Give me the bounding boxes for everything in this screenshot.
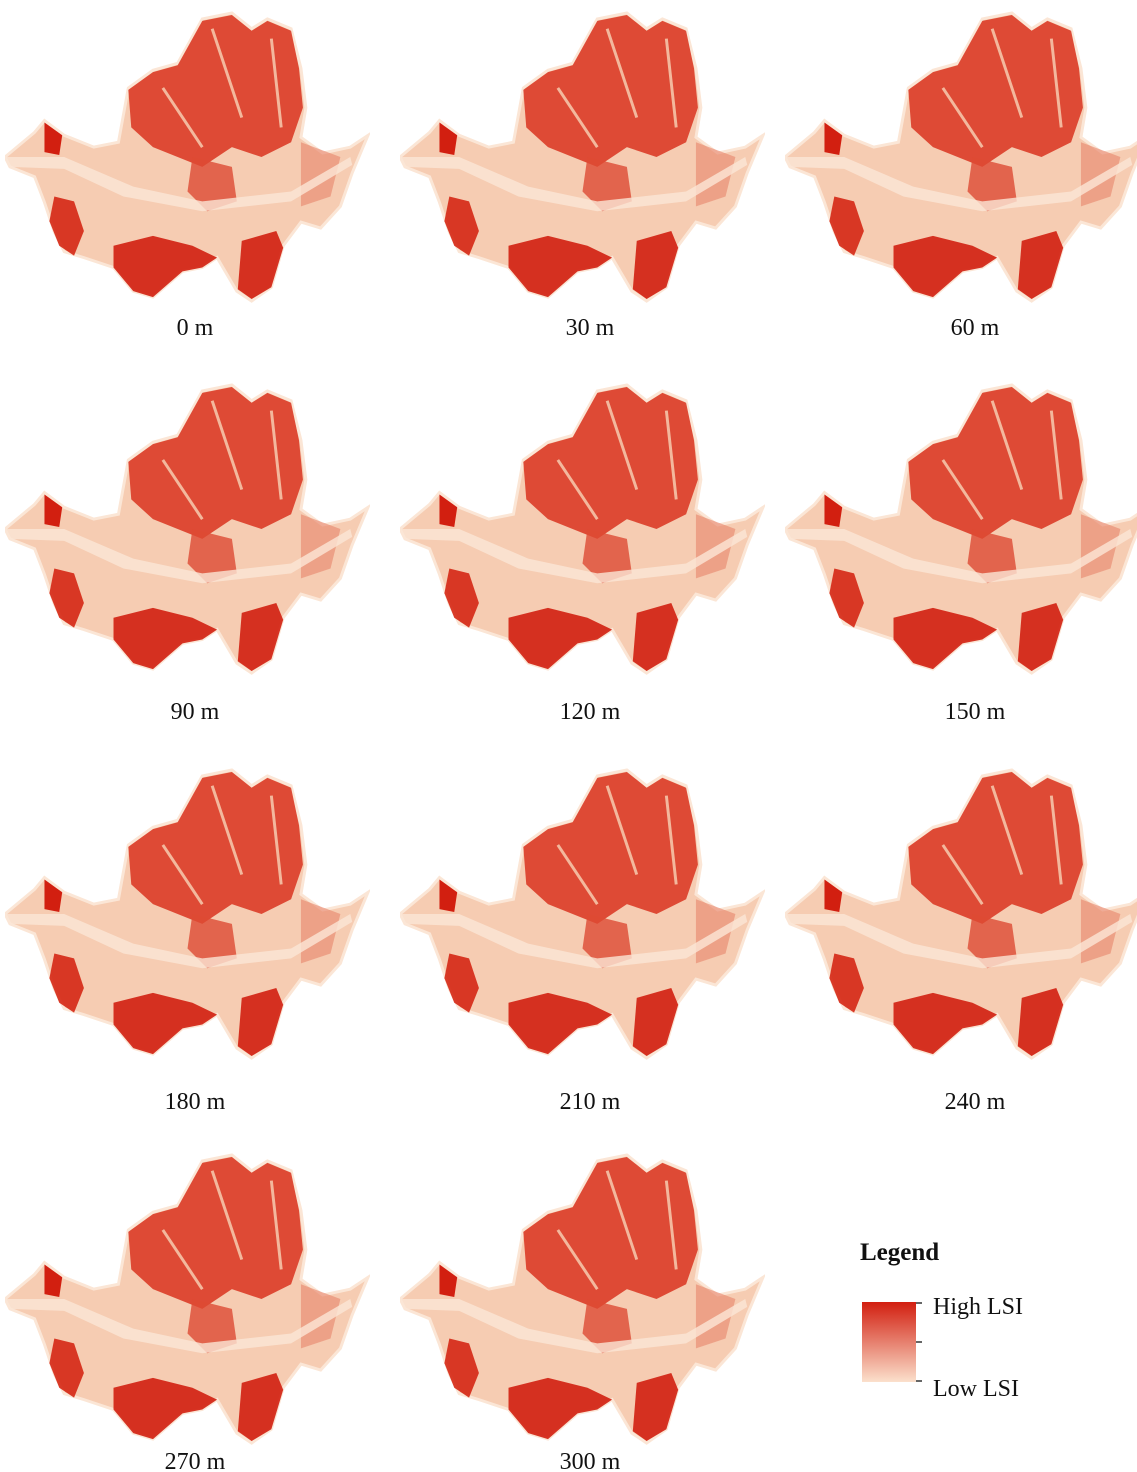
legend-colorbar [862, 1302, 916, 1382]
lsi-map [5, 385, 368, 673]
lsi-map [400, 385, 763, 673]
lsi-map [785, 770, 1137, 1058]
panel-label: 240 m [945, 1089, 1006, 1115]
legend-title: Legend [860, 1239, 939, 1266]
lsi-map [400, 1155, 763, 1443]
panel-label: 300 m [560, 1449, 621, 1472]
lsi-map [5, 13, 368, 301]
legend-low-label: Low LSI [933, 1376, 1019, 1402]
legend: Legend High LSI Low LSI [860, 1239, 1023, 1402]
panel-label: 60 m [951, 315, 1000, 341]
panel-label: 0 m [177, 315, 214, 341]
legend-high-label: High LSI [933, 1294, 1023, 1320]
panel-label: 90 m [171, 699, 220, 725]
panel-label: 30 m [566, 315, 615, 341]
panel-label: 180 m [165, 1089, 226, 1115]
lsi-map [785, 385, 1137, 673]
panel-label: 150 m [945, 699, 1006, 725]
panel-label: 120 m [560, 699, 621, 725]
lsi-map [5, 1155, 368, 1443]
figure: 0 m 30 m 60 m 90 m 120 m 150 m 180 m 210 m 240 m… [0, 0, 1137, 1472]
panel-label: 270 m [165, 1449, 226, 1472]
panel-label: 210 m [560, 1089, 621, 1115]
lsi-map [785, 13, 1137, 301]
lsi-map [5, 770, 368, 1058]
lsi-map [400, 13, 763, 301]
lsi-map [400, 770, 763, 1058]
map-panels: 0 m 30 m 60 m 90 m 120 m 150 m 180 m 210 m 240 m… [5, 13, 1137, 1472]
